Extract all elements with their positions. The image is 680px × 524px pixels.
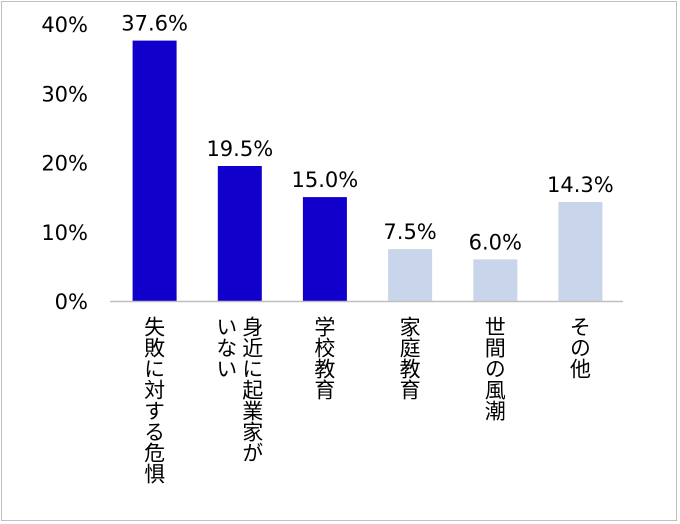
bar [473,259,518,301]
y-tick-label: 10% [41,221,88,245]
data-label: 15.0% [292,168,359,192]
bars [132,40,603,301]
bar [302,197,347,301]
data-label: 37.6% [121,12,188,36]
data-label: 7.5% [383,220,436,244]
x-tick-label: その他 [567,316,592,379]
bar [558,202,603,301]
x-tick-label: 身近に起業家が いない [213,316,264,463]
data-label: 6.0% [469,230,522,254]
y-tick-label: 0% [55,290,88,314]
x-tick-label: 学校教育 [311,316,336,400]
bar [388,249,433,301]
data-labels: 37.6% 19.5% 15.0% 7.5% 6.0% 14.3% [121,12,614,255]
x-tick-label: 世間の風潮 [482,316,507,421]
data-label: 19.5% [206,137,273,161]
y-tick-label: 30% [41,82,88,106]
x-tick-label: 家庭教育 [397,316,422,400]
y-tick-label: 20% [41,152,88,176]
data-label: 14.3% [547,173,614,197]
bar [132,40,177,301]
bar [217,166,262,301]
y-tick-label: 40% [41,13,88,37]
y-axis: 0% 10% 20% 30% 40% [41,13,88,314]
x-tick-label: 失敗に対する危惧 [141,316,166,484]
